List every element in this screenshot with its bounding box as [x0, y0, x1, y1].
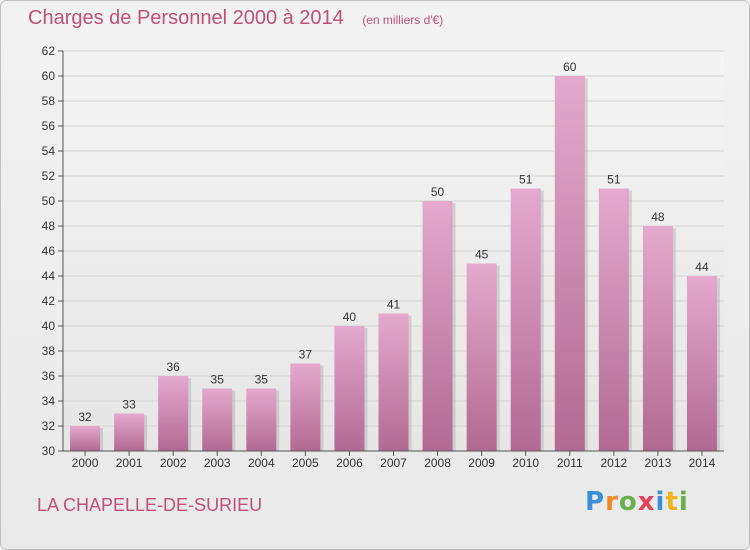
- y-tick-label: 38: [42, 344, 56, 358]
- x-tick-label: 2003: [204, 456, 231, 470]
- y-tick-label: 44: [42, 269, 56, 283]
- data-label: 40: [343, 310, 357, 324]
- x-tick-label: 2007: [380, 456, 407, 470]
- bar-2013: [642, 226, 673, 451]
- y-tick-label: 30: [42, 444, 56, 458]
- data-label: 35: [255, 373, 269, 387]
- x-tick-label: 2000: [72, 456, 99, 470]
- y-tick-label: 46: [42, 244, 56, 258]
- y-tick-label: 32: [42, 419, 56, 433]
- y-tick-label: 48: [42, 219, 56, 233]
- x-tick-label: 2010: [512, 456, 539, 470]
- bar-2014: [686, 276, 717, 451]
- x-tick-label: 2005: [292, 456, 319, 470]
- commune-name: LA CHAPELLE-DE-SURIEU: [37, 495, 263, 515]
- y-tick-label: 40: [42, 319, 56, 333]
- x-tick-label: 2008: [424, 456, 451, 470]
- x-tick-label: 2004: [248, 456, 275, 470]
- y-tick-label: 52: [42, 169, 56, 183]
- data-label: 41: [387, 298, 401, 312]
- bar-2007: [378, 313, 409, 451]
- data-label: 44: [695, 260, 709, 274]
- bar-2011: [554, 76, 585, 451]
- y-tick-label: 34: [42, 394, 56, 408]
- x-tick-label: 2009: [468, 456, 495, 470]
- bar-2005: [290, 363, 321, 451]
- x-tick-label: 2012: [600, 456, 627, 470]
- data-label: 37: [299, 348, 313, 362]
- chart-title: Charges de Personnel 2000 à 2014: [28, 7, 344, 29]
- bar-2009: [466, 263, 497, 451]
- data-label: 60: [563, 60, 577, 74]
- x-tick-label: 2001: [116, 456, 143, 470]
- x-tick-label: 2006: [336, 456, 363, 470]
- y-tick-label: 42: [42, 294, 56, 308]
- bar-2004: [246, 388, 277, 451]
- bar-2001: [114, 413, 145, 451]
- data-label: 32: [78, 410, 92, 424]
- y-tick-label: 60: [42, 69, 56, 83]
- bar-2000: [70, 426, 101, 451]
- y-tick-label: 54: [42, 144, 56, 158]
- y-tick-label: 36: [42, 369, 56, 383]
- bar-2006: [334, 326, 365, 451]
- data-label: 51: [519, 173, 533, 187]
- chart-subtitle: (en milliers d'€): [362, 13, 444, 27]
- data-label: 50: [431, 185, 445, 199]
- proxiti-logo: Proxiti: [585, 487, 689, 517]
- x-tick-label: 2011: [557, 456, 583, 470]
- title-row: Charges de Personnel 2000 à 2014 (en mil…: [28, 7, 443, 30]
- bar-2002: [158, 376, 189, 451]
- y-tick-label: 56: [42, 119, 56, 133]
- x-tick-label: 2014: [689, 456, 716, 470]
- data-label: 45: [475, 248, 489, 262]
- y-tick-label: 58: [42, 94, 56, 108]
- y-tick-label: 50: [42, 194, 56, 208]
- bar-2008: [422, 201, 453, 451]
- bar-2010: [510, 188, 541, 451]
- x-tick-label: 2013: [645, 456, 672, 470]
- data-label: 33: [122, 398, 136, 412]
- data-label: 35: [211, 373, 225, 387]
- y-tick-label: 62: [42, 44, 56, 58]
- x-tick-label: 2002: [160, 456, 187, 470]
- data-label: 51: [607, 173, 621, 187]
- bar-2012: [598, 188, 629, 451]
- bar-2003: [202, 388, 233, 451]
- data-label: 48: [651, 210, 665, 224]
- data-label: 36: [166, 360, 180, 374]
